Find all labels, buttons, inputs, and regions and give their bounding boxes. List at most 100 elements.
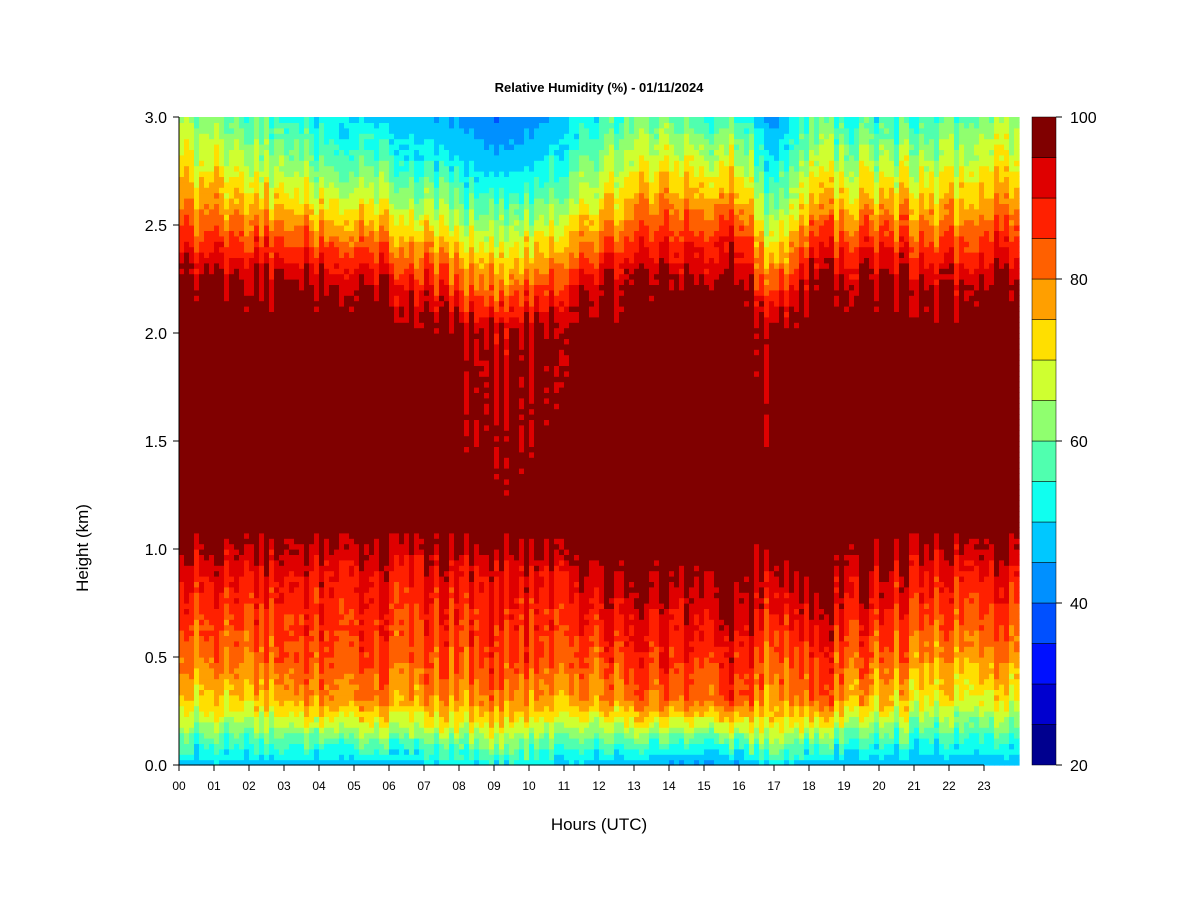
heatmap-cell xyxy=(334,679,340,685)
heatmap-cell xyxy=(219,711,225,717)
heatmap-cell xyxy=(279,328,285,334)
heatmap-cell xyxy=(244,279,250,285)
heatmap-cell xyxy=(234,209,240,215)
heatmap-cell xyxy=(334,652,340,658)
heatmap-cell xyxy=(234,398,240,404)
heatmap-cell xyxy=(344,673,350,679)
heatmap-cell xyxy=(384,365,390,371)
heatmap-cell xyxy=(354,382,360,388)
heatmap-cell xyxy=(194,511,200,517)
heatmap-cell xyxy=(384,511,390,517)
heatmap-cell xyxy=(214,263,220,269)
heatmap-cell xyxy=(354,603,360,609)
heatmap-cell xyxy=(364,382,370,388)
heatmap-cell xyxy=(234,754,240,760)
heatmap-cell xyxy=(264,463,270,469)
heatmap-cell xyxy=(254,479,260,485)
heatmap-cell xyxy=(289,193,295,199)
heatmap-cell xyxy=(359,171,365,177)
heatmap-cell xyxy=(339,560,345,566)
heatmap-cell xyxy=(374,338,380,344)
heatmap-cell xyxy=(304,247,310,253)
heatmap-cell xyxy=(244,689,250,695)
heatmap-cell xyxy=(299,679,305,685)
heatmap-cell xyxy=(299,203,305,209)
heatmap-cell xyxy=(194,225,200,231)
heatmap-cell xyxy=(239,430,245,436)
heatmap-cell xyxy=(319,695,325,701)
heatmap-cell xyxy=(369,387,375,393)
heatmap-cell xyxy=(244,344,250,350)
heatmap-cell xyxy=(294,436,300,442)
heatmap-cell xyxy=(274,733,280,739)
heatmap-cell xyxy=(204,225,210,231)
heatmap-cell xyxy=(329,187,335,193)
heatmap-cell xyxy=(314,382,320,388)
heatmap-cell xyxy=(354,317,360,323)
heatmap-cell xyxy=(274,727,280,733)
heatmap-cell xyxy=(319,463,325,469)
heatmap-cell xyxy=(379,187,385,193)
heatmap-cell xyxy=(219,241,225,247)
heatmap-cell xyxy=(284,171,290,177)
heatmap-cell xyxy=(369,522,375,528)
heatmap-cell xyxy=(259,619,265,625)
heatmap-cell xyxy=(199,727,205,733)
heatmap-cell xyxy=(304,576,310,582)
heatmap-cell xyxy=(309,500,315,506)
heatmap-cell xyxy=(354,436,360,442)
heatmap-cell xyxy=(184,247,190,253)
heatmap-cell xyxy=(304,608,310,614)
heatmap-cell xyxy=(314,673,320,679)
heatmap-cell xyxy=(339,241,345,247)
heatmap-cell xyxy=(214,241,220,247)
heatmap-cell xyxy=(314,625,320,631)
heatmap-cell xyxy=(264,382,270,388)
heatmap-cell xyxy=(364,295,370,301)
heatmap-cell xyxy=(299,257,305,263)
heatmap-cell xyxy=(274,603,280,609)
heatmap-cell xyxy=(294,295,300,301)
heatmap-cell xyxy=(304,473,310,479)
heatmap-cell xyxy=(209,338,215,344)
heatmap-cell xyxy=(379,295,385,301)
heatmap-cell xyxy=(274,409,280,415)
heatmap-cell xyxy=(254,247,260,253)
heatmap-cell xyxy=(209,182,215,188)
heatmap-cell xyxy=(274,268,280,274)
heatmap-cell xyxy=(224,301,230,307)
heatmap-cell xyxy=(354,128,360,134)
heatmap-cell xyxy=(314,463,320,469)
heatmap-cell xyxy=(199,176,205,182)
heatmap-cell xyxy=(239,592,245,598)
heatmap-cell xyxy=(179,317,185,323)
heatmap-cell xyxy=(229,355,235,361)
heatmap-cell xyxy=(304,452,310,458)
heatmap-cell xyxy=(349,257,355,263)
heatmap-cell xyxy=(309,155,315,161)
heatmap-cell xyxy=(189,565,195,571)
heatmap-cell xyxy=(239,360,245,366)
heatmap-cell xyxy=(364,236,370,242)
heatmap-cell xyxy=(259,187,265,193)
heatmap-cell xyxy=(284,133,290,139)
heatmap-cell xyxy=(214,743,220,749)
heatmap-cell xyxy=(359,517,365,523)
heatmap-cell xyxy=(214,457,220,463)
heatmap-cell xyxy=(284,338,290,344)
heatmap-cell xyxy=(319,236,325,242)
heatmap-cell xyxy=(354,500,360,506)
heatmap-cell xyxy=(349,430,355,436)
heatmap-cell xyxy=(369,209,375,215)
heatmap-cell xyxy=(224,247,230,253)
heatmap-cell xyxy=(269,360,275,366)
heatmap-cell xyxy=(294,527,300,533)
heatmap-cell xyxy=(279,684,285,690)
heatmap-cell xyxy=(339,284,345,290)
heatmap-cell xyxy=(204,522,210,528)
heatmap-cell xyxy=(294,360,300,366)
heatmap-cell xyxy=(284,679,290,685)
heatmap-cell xyxy=(229,193,235,199)
heatmap-cell xyxy=(289,554,295,560)
heatmap-cell xyxy=(314,603,320,609)
